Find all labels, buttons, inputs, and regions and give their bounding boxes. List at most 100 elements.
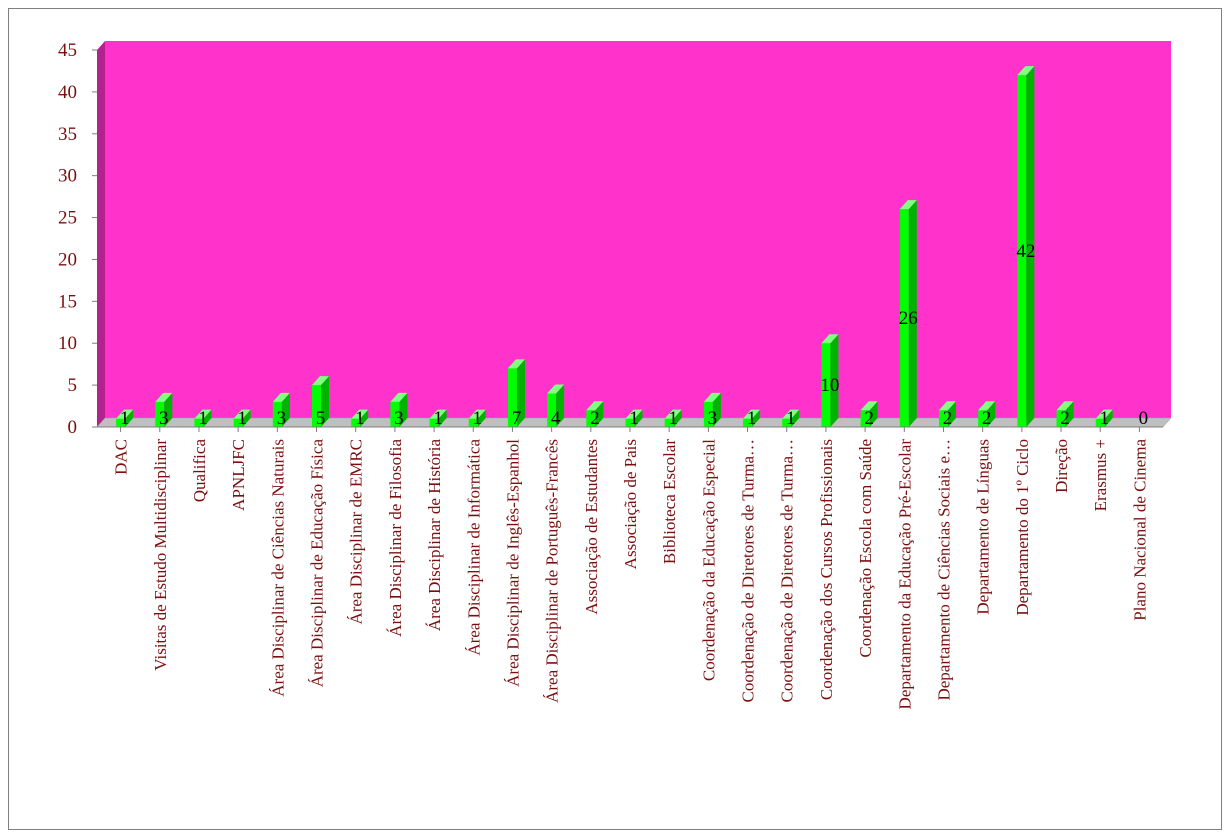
- x-tick-label: Departamento da Educação Pré-Escolar: [895, 439, 914, 710]
- bar: [233, 409, 251, 427]
- y-tick-label: 10: [58, 333, 77, 354]
- bar-top: [625, 409, 643, 419]
- bar: [664, 409, 682, 427]
- bar: [507, 359, 525, 427]
- bar-value-label: 1: [355, 408, 365, 429]
- bar: [586, 401, 604, 427]
- bar-side: [830, 334, 839, 427]
- x-tick-label: Coordenação dos Cursos Profissionais: [817, 439, 836, 700]
- x-tick-label: APNLJFC: [229, 439, 248, 511]
- bar-value-label: 1: [237, 408, 247, 429]
- x-axis: DAC Visitas de Estudo Multidisciplinar Qua…: [97, 426, 1163, 710]
- bar: [703, 392, 721, 427]
- y-tick-label: 0: [68, 417, 78, 438]
- bar-top: [155, 392, 173, 402]
- bar-side: [281, 392, 290, 427]
- bar-value-label: 1: [473, 408, 483, 429]
- bar-side: [516, 359, 525, 427]
- bar-value-label: 1: [668, 408, 678, 429]
- bar: [468, 409, 486, 427]
- bar-top: [1095, 409, 1113, 419]
- bar-side: [242, 409, 251, 427]
- bar: [1056, 401, 1074, 427]
- bar-value-label: 2: [590, 408, 600, 429]
- bar: [1095, 409, 1113, 427]
- bar-side: [712, 392, 721, 427]
- bar-side: [164, 392, 173, 427]
- bar-value-label: 10: [820, 375, 839, 396]
- y-tick-label: 15: [58, 291, 77, 312]
- bar-front: [194, 418, 204, 427]
- x-tick-label: Área Disciplinar de Inglês-Espanhol: [503, 439, 522, 687]
- bar-value-label: 1: [198, 408, 208, 429]
- bar-front: [233, 418, 243, 427]
- bar-top: [664, 409, 682, 419]
- bar-front: [860, 410, 870, 427]
- bar: [194, 409, 212, 427]
- bar-top: [233, 409, 251, 419]
- bar-side: [321, 376, 330, 427]
- bar: [1017, 66, 1035, 427]
- x-tick-label: Coordenação da Educação Especial: [699, 439, 718, 681]
- x-tick-label: Área Disciplinar de Filosofia: [386, 439, 405, 637]
- bar-top: [468, 409, 486, 419]
- x-tick-label: Associação de Estudantes: [582, 439, 601, 615]
- bar-side: [203, 409, 212, 427]
- bar-top: [1017, 66, 1035, 76]
- bar-top: [703, 392, 721, 402]
- x-tick-label: Área Disciplinar de EMRC: [347, 439, 366, 625]
- x-tick-label: Área Disciplinar de Português-Francês: [543, 439, 562, 703]
- bar-value-label: 2: [1060, 408, 1070, 429]
- bar-value-label: 3: [394, 408, 404, 429]
- bar-front: [390, 401, 400, 427]
- x-tick-label: Coordenação de Diretores de Turma…: [739, 439, 758, 702]
- bar-side: [634, 409, 643, 427]
- bar-front: [625, 418, 635, 427]
- bar: [312, 376, 330, 427]
- bar-front: [468, 418, 478, 427]
- x-tick-label: Biblioteca Escolar: [660, 439, 679, 564]
- bar-side: [869, 401, 878, 427]
- y-tick-label: 30: [58, 166, 77, 187]
- bar-front: [586, 410, 596, 427]
- bar-front: [743, 418, 753, 427]
- bar-value-label: 3: [708, 408, 718, 429]
- bar-side: [399, 392, 408, 427]
- x-tick-label: Erasmus +: [1091, 439, 1110, 511]
- bar: [978, 401, 996, 427]
- plot-walls: [96, 41, 1172, 428]
- bar-side: [125, 409, 134, 427]
- bar-top: [507, 359, 525, 369]
- bar-front: [938, 410, 948, 427]
- bar-front: [351, 418, 361, 427]
- bar: [743, 409, 761, 427]
- bar-top: [586, 401, 604, 411]
- x-tick-label: Associação de Pais: [621, 439, 640, 569]
- bar-top: [351, 409, 369, 419]
- bar-value-label: 2: [982, 408, 992, 429]
- bar-value-label: 7: [512, 408, 522, 429]
- bar: [351, 409, 369, 427]
- bar-top: [743, 409, 761, 419]
- side-wall: [97, 41, 105, 427]
- bar-value-label: 3: [277, 408, 287, 429]
- bar-top: [116, 409, 134, 419]
- bar: [116, 409, 134, 427]
- y-axis: 0 5 10 15 20 25 30 35 40 45: [58, 40, 97, 438]
- x-tick-label: Direção: [1052, 439, 1071, 493]
- bar-front: [703, 401, 713, 427]
- bar: [860, 401, 878, 427]
- bar-value-label: 2: [864, 408, 874, 429]
- bar-top: [194, 409, 212, 419]
- bar: [390, 392, 408, 427]
- x-tick-label: Visitas de Estudo Multidisciplinar: [151, 439, 170, 671]
- bar-front: [507, 368, 517, 427]
- x-tick-label: Departamento de Ciências Sociais e…: [934, 439, 953, 701]
- bar: [272, 392, 290, 427]
- bar-side: [1104, 409, 1113, 427]
- bar-side: [477, 409, 486, 427]
- bar-side: [1065, 401, 1074, 427]
- y-tick-label: 35: [58, 124, 77, 145]
